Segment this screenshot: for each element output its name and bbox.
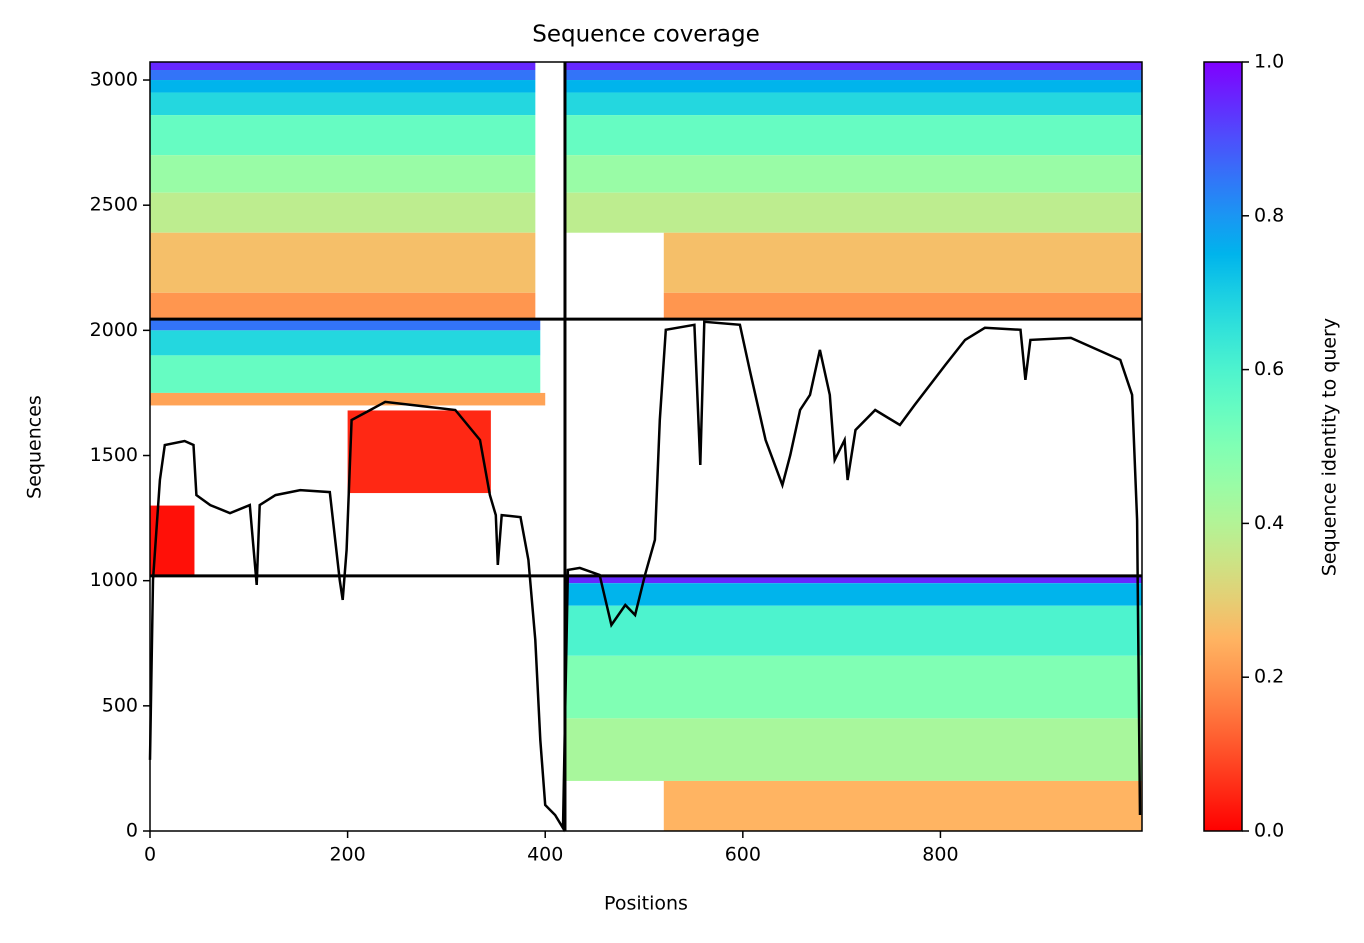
- x-tick-label: 200: [329, 844, 365, 866]
- coverage-block: [150, 115, 536, 156]
- coverage-block: [150, 155, 536, 193]
- x-tick-label: 400: [527, 844, 563, 866]
- coverage-block: [150, 62, 536, 71]
- colorbar-tick-label: 0.8: [1254, 204, 1284, 226]
- coverage-block: [564, 655, 1142, 719]
- x-tick-label: 600: [725, 844, 761, 866]
- colorbar-tick-label: 0.6: [1254, 358, 1284, 380]
- coverage-line: [148, 320, 1142, 833]
- coverage-block: [150, 355, 541, 393]
- y-tick-label: 2000: [90, 319, 138, 341]
- plot-frame: [149, 61, 1143, 832]
- coverage-block: [663, 292, 1142, 320]
- coverage-block: [564, 80, 1142, 93]
- coverage-block: [564, 192, 1142, 233]
- coverage-block: [150, 292, 536, 320]
- colorbar-tick-label: 1.0: [1254, 51, 1284, 73]
- colorbar-tick-label: 0.4: [1254, 512, 1284, 534]
- colorbar-tick-label: 0.0: [1254, 820, 1284, 842]
- y-tick-label: 1000: [90, 569, 138, 591]
- coverage-block: [150, 80, 536, 93]
- coverage-block: [150, 232, 536, 293]
- coverage-block: [150, 70, 536, 81]
- coverage-block: [564, 575, 1142, 584]
- chart-title: Sequence coverage: [532, 22, 760, 48]
- x-axis-label: Positions: [604, 893, 688, 915]
- y-tick-label: 1500: [90, 444, 138, 466]
- coverage-block: [564, 605, 1142, 656]
- x-tick-label: 800: [922, 844, 958, 866]
- coverage-block: [564, 583, 1142, 606]
- colorbar-tick-label: 0.2: [1254, 666, 1284, 688]
- coverage-block: [564, 115, 1142, 156]
- y-tick-label: 500: [102, 694, 138, 716]
- y-tick-label: 2500: [90, 194, 138, 216]
- coverage-block: [150, 330, 541, 356]
- coverage-block: [347, 410, 491, 494]
- coverage-block: [150, 319, 541, 331]
- coverage-block: [663, 232, 1142, 293]
- coverage-block: [150, 192, 536, 233]
- coverage-block: [564, 62, 1142, 71]
- colorbar-label: Sequence identity to query: [1319, 318, 1341, 576]
- coverage-block: [564, 92, 1142, 116]
- y-tick-label: 3000: [90, 69, 138, 91]
- y-axis-label: Sequences: [24, 395, 46, 499]
- x-tick-label: 0: [144, 844, 156, 866]
- colorbar: [1203, 61, 1243, 832]
- coverage-block: [564, 70, 1142, 81]
- y-tick-label: 0: [126, 820, 138, 842]
- coverage-block: [564, 155, 1142, 193]
- coverage-block: [150, 392, 546, 406]
- coverage-block: [663, 780, 1142, 831]
- coverage-block: [564, 718, 1142, 781]
- coverage-block: [150, 92, 536, 116]
